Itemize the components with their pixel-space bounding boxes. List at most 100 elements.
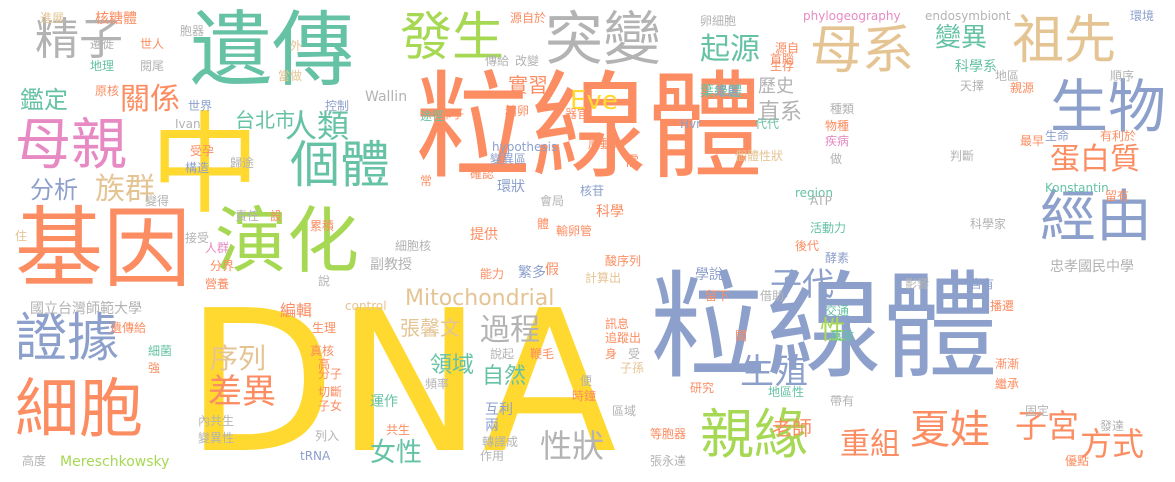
cloud-word: 過程 [480,313,540,348]
cloud-word: 人類 [285,107,350,145]
cloud-word: 真核 [310,344,335,358]
cloud-word: 構造 [185,161,210,175]
cloud-word: 輸卵管 [556,224,593,238]
cloud-word: 科學系 [955,59,997,75]
cloud-word: 借助 [760,289,785,303]
cloud-word: 住 [15,229,28,243]
cloud-word: 生存 [770,59,795,73]
cloud-word: 身 [605,347,618,361]
cloud-word: 計算出 [585,271,622,285]
cloud-word: 繁多 [518,265,546,281]
cloud-word: 責任 [235,209,260,223]
cloud-word: 歸途 [230,156,255,170]
cloud-word: 地區性 [768,385,805,399]
cloud-word: 夏娃 [910,407,990,453]
cloud-word: 祖先 [1012,11,1117,71]
cloud-word: 粒線體 [415,60,763,195]
cloud-word: 序列 [210,342,267,375]
cloud-word: 發達 [1100,419,1125,433]
cloud-word: 鞭毛 [530,347,555,361]
cloud-word: 訊息 [605,317,630,331]
cloud-word: 分析 [30,176,78,204]
cloud-word: 生命 [1045,129,1070,143]
cloud-word: 環狀 [497,179,525,195]
cloud-word: 列入 [315,429,340,443]
cloud-word: 順序 [1110,69,1135,83]
cloud-word: 遺傳給 [110,321,147,335]
cloud-word: 子代 [770,265,835,303]
cloud-word: 區域 [612,404,637,418]
cloud-word: 變得 [145,194,170,208]
cloud-word: 物種 [825,119,850,133]
cloud-word: 酸序列 [605,254,642,268]
cloud-word: 女性 [370,438,423,468]
cloud-word: 器官 [565,107,590,121]
cloud-word: 方式 [1080,425,1145,463]
cloud-word: 互利 [485,402,513,418]
cloud-word: 張永達 [650,454,687,468]
cloud-word: DNA [185,269,617,482]
cloud-word: Konstantin [1045,181,1109,195]
cloud-word: 鑑定 [20,86,68,114]
cloud-word: 需 [625,154,639,170]
cloud-word: Ivan [175,117,201,131]
cloud-word: 時鐘 [572,389,597,403]
cloud-word: 性狀 [540,427,605,465]
cloud-word: 分界 [210,259,235,273]
cloud-word: 切斷 [318,385,343,399]
cloud-word: Hvr [680,117,702,131]
cloud-word: 轉譯成 [482,435,519,449]
cloud-word: 族群 [95,172,155,207]
cloud-word: 內共生 [198,414,235,428]
cloud-word: 世界 [188,99,213,113]
cloud-word: 活動力 [810,221,847,235]
cloud-word: 會局 [540,194,565,208]
cloud-word: 世人 [140,37,165,51]
cloud-word: 變異區 [490,152,527,166]
cloud-word: 地區 [995,69,1020,83]
cloud-word: 關係 [120,82,180,117]
cloud-word: 起源 [700,32,760,67]
cloud-word: 遺傳 [190,3,355,98]
cloud-word: 源自 [775,41,800,55]
cloud-word: 細胞 [15,373,143,447]
cloud-word: 變異 [935,23,988,53]
cloud-word: 漸漸 [995,357,1020,371]
cloud-word: 個體性狀 [735,149,784,163]
cloud-word: 親緣 [700,403,808,466]
cloud-word: 便 [580,374,593,388]
cloud-word: 卵子 [440,107,465,121]
cloud-word: 當做 [278,69,303,83]
cloud-word: 生殖 [740,352,808,392]
cloud-word: 代代 [755,117,780,131]
cloud-word: 子女 [318,399,343,413]
cloud-word: 判斷 [950,149,975,163]
cloud-word: 最早 [1020,134,1045,148]
cloud-word: 科學 [596,204,624,220]
cloud-word: 首腦 [770,52,795,66]
cloud-word: 領域 [430,353,475,378]
cloud-word: 痕跡 [830,329,855,343]
cloud-word: 分子 [318,367,343,381]
cloud-word: 兩 [485,418,499,434]
cloud-word: 假 [545,262,559,278]
cloud-word: 說起 [490,347,515,361]
cloud-word: 證據 [15,309,120,369]
cloud-word: 環境 [1130,9,1155,23]
cloud-word: 共生 [386,423,411,437]
cloud-word: 經由 [1040,185,1152,250]
cloud-word: ATP [810,194,832,208]
cloud-word: 等胞器 [650,427,687,441]
cloud-word: 頻率 [425,377,450,391]
cloud-word: 演化 [215,199,360,283]
cloud-word: 原核 [95,84,120,98]
cloud-word: 作用 [480,449,505,463]
cloud-word: 母系 [810,21,915,81]
cloud-word: 忠孝國民中學 [1050,259,1134,275]
cloud-word: 子孫 [620,361,645,375]
cloud-word: 台北市 [235,108,295,132]
cloud-word: Mitochondrial [405,286,555,311]
cloud-word: 疾病 [825,134,850,148]
cloud-word: 粒線體 [650,260,998,395]
cloud-word: 子宮 [1015,407,1080,445]
